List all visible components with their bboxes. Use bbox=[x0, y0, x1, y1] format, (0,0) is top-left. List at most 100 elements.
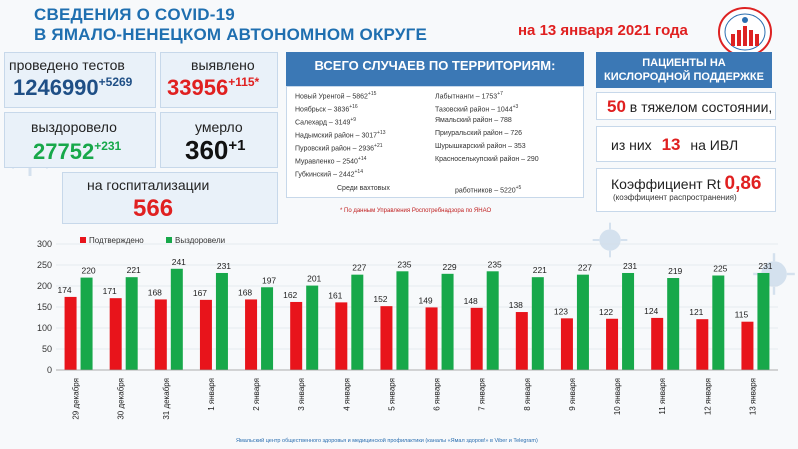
ivl-suffix: на ИВЛ bbox=[686, 137, 739, 153]
territory-value: 353 bbox=[513, 143, 526, 150]
recovered-bar bbox=[486, 271, 499, 370]
y-tick-label: 150 bbox=[37, 302, 52, 312]
x-tick-label: 2 января bbox=[252, 378, 261, 411]
data-label: 162 bbox=[283, 290, 297, 300]
data-label: 148 bbox=[464, 296, 478, 306]
territory-item: Приуральский район – 726 bbox=[435, 130, 522, 137]
title-line-2: В ЯМАЛО-НЕНЕЦКОМ АВТОНОМНОМ ОКРУГЕ bbox=[34, 25, 428, 44]
legend-label: Выздоровели bbox=[175, 236, 225, 245]
tests-label: проведено тестов bbox=[9, 57, 125, 73]
confirmed-bar bbox=[696, 319, 709, 370]
virus-decoration-icon bbox=[592, 222, 628, 258]
recovered-bar bbox=[170, 268, 183, 370]
legend-swatch bbox=[166, 237, 172, 243]
territory-delta: +16 bbox=[349, 104, 358, 110]
detected-value-row: 33956+115* bbox=[167, 75, 259, 101]
detected-label: выявлено bbox=[191, 57, 255, 73]
confirmed-bar bbox=[199, 299, 212, 370]
tests-value-row: 1246990+5269 bbox=[13, 75, 132, 101]
territory-value: 290 bbox=[527, 156, 539, 163]
tests-value: 1246990 bbox=[13, 75, 99, 100]
territory-delta: +9 bbox=[350, 117, 357, 123]
recovered-label: выздоровело bbox=[31, 119, 117, 135]
shift-workers-value: 5220 bbox=[500, 187, 516, 195]
territory-delta: +3 bbox=[512, 104, 519, 110]
territory-item: Шурышкарский район – 353 bbox=[435, 143, 526, 150]
recovered-bar bbox=[712, 275, 725, 370]
recovered-bar bbox=[531, 277, 544, 370]
x-tick-label: 3 января bbox=[297, 378, 306, 411]
recovered-bar bbox=[757, 272, 770, 370]
y-tick-label: 300 bbox=[37, 239, 52, 249]
data-label: 197 bbox=[262, 275, 276, 285]
territory-delta: +21 bbox=[374, 143, 383, 149]
territory-name: Красноселькупский район – bbox=[435, 156, 528, 163]
data-label: 241 bbox=[172, 257, 186, 267]
territory-delta: +14 bbox=[357, 156, 367, 162]
data-label: 115 bbox=[735, 310, 749, 320]
shift-workers-label-2: работников – bbox=[455, 187, 501, 195]
recovered-bar bbox=[306, 285, 319, 370]
territory-item: Салехард – 3149+9 bbox=[295, 117, 356, 126]
territory-name: Салехард – bbox=[295, 119, 335, 127]
x-tick-label: 31 декабря bbox=[162, 378, 171, 420]
territory-name: Ноябрьск – bbox=[295, 106, 334, 114]
territory-name: Надымский район – bbox=[295, 132, 362, 140]
died-label: умерло bbox=[195, 119, 243, 135]
territory-value: 1753 bbox=[481, 93, 498, 101]
data-label: 227 bbox=[352, 263, 366, 273]
territory-value: 3149 bbox=[334, 119, 351, 127]
died-delta: +1 bbox=[228, 137, 246, 154]
hospital-value: 566 bbox=[133, 195, 174, 222]
territory-item: Надымский район – 3017+13 bbox=[295, 130, 386, 139]
recovered-bar bbox=[576, 274, 589, 370]
recovered-value-row: 27752+231 bbox=[33, 139, 121, 165]
territory-value: 2540 bbox=[342, 158, 358, 166]
territories-heading: ВСЕГО СЛУЧАЕВ ПО ТЕРРИТОРИЯМ: bbox=[286, 52, 584, 96]
data-label: 161 bbox=[328, 290, 342, 300]
x-tick-label: 5 января bbox=[387, 378, 396, 411]
territory-name: Ямальский район – bbox=[435, 117, 501, 124]
detected-delta: +115* bbox=[228, 75, 260, 89]
recovered-bar bbox=[125, 277, 138, 370]
data-label: 229 bbox=[442, 262, 456, 272]
territory-delta: +7 bbox=[497, 91, 503, 97]
rt-value: 0,86 bbox=[724, 173, 762, 194]
confirmed-bar bbox=[515, 312, 528, 370]
data-label: 231 bbox=[758, 261, 772, 271]
rt-row: Коэффициент Rt 0,86 (коэффициент распрос… bbox=[596, 168, 776, 212]
territory-delta: +14 bbox=[354, 169, 363, 175]
territory-name: Новый Уренгой – bbox=[295, 93, 353, 101]
recovered-bar bbox=[80, 277, 93, 370]
recovered-bar bbox=[261, 287, 274, 370]
recovered-bar bbox=[215, 272, 228, 370]
territory-item: Новый Уренгой – 5862+15 bbox=[295, 91, 376, 100]
confirmed-bar bbox=[290, 301, 303, 370]
confirmed-bar bbox=[425, 307, 438, 370]
data-label: 149 bbox=[418, 295, 432, 305]
y-tick-label: 100 bbox=[37, 323, 52, 333]
confirmed-bar bbox=[470, 307, 483, 370]
data-label: 167 bbox=[193, 288, 207, 298]
recovered-bar bbox=[622, 272, 635, 370]
recovered-bar bbox=[667, 278, 680, 370]
ivl-row: из них 13 на ИВЛ bbox=[596, 126, 776, 162]
footnote: * По данным Управления Роспотребнадзора … bbox=[340, 208, 492, 214]
confirmed-bar bbox=[64, 296, 77, 370]
confirmed-bar bbox=[560, 318, 573, 370]
territory-name: Губкинский – bbox=[295, 171, 339, 179]
shift-workers-label: Среди вахтовых bbox=[337, 185, 390, 192]
data-label: 235 bbox=[397, 259, 411, 269]
data-label: 124 bbox=[644, 306, 658, 316]
x-tick-label: 11 января bbox=[658, 378, 667, 415]
recovered-value: 27752 bbox=[33, 139, 95, 164]
data-label: 121 bbox=[689, 307, 703, 317]
legend-swatch bbox=[80, 237, 86, 243]
report-date: на 13 января 2021 года bbox=[518, 22, 688, 39]
credit-line: Ямальский центр общественного здоровья и… bbox=[236, 438, 538, 444]
data-label: 122 bbox=[599, 307, 613, 317]
data-label: 138 bbox=[509, 300, 523, 310]
x-tick-label: 4 января bbox=[342, 378, 351, 411]
confirmed-bar bbox=[335, 302, 348, 370]
died-value: 360 bbox=[185, 135, 229, 165]
